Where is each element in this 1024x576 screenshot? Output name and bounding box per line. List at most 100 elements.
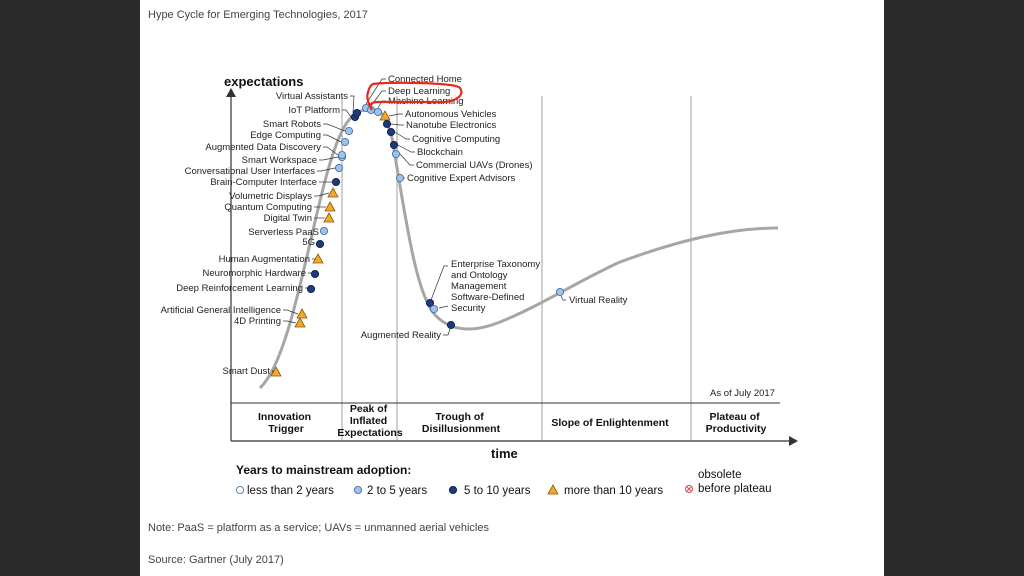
legend-label-more-than-10-years: more than 10 years	[564, 485, 663, 497]
label-blockchain: Blockchain	[417, 147, 463, 158]
obsolete-icon	[684, 484, 694, 494]
marker-serverless-paas	[319, 226, 329, 236]
hype-cycle-figure: Hype Cycle for Emerging Technologies, 20…	[148, 9, 798, 566]
leader-iot-platform	[342, 109, 352, 118]
marker-edge-computing	[340, 137, 350, 147]
legend-marker-5-to-10-years	[448, 485, 458, 495]
marker-autonomous-vehicles	[379, 110, 391, 121]
label-software-defined-security-line-1: Software-Defined	[451, 292, 524, 303]
marker-blockchain	[389, 140, 399, 150]
label-enterprise-taxonomy-and-ontology-management-line-2: and Ontology	[451, 270, 508, 281]
legend-marker-more-than-10-years	[547, 484, 559, 495]
marker-smart-robots	[344, 126, 354, 136]
hype-curve	[258, 108, 779, 390]
y-axis-arrow	[226, 88, 236, 97]
y-axis-label: expectations	[224, 74, 303, 89]
as-of-date: As of July 2017	[710, 388, 775, 399]
phase-slope: Slope of Enlightenment	[551, 417, 669, 429]
legend: less than 2 years 2 to 5 years 5 to 10 yea…	[235, 484, 663, 497]
label-smart-robots: Smart Robots	[263, 119, 321, 130]
label-virtual-assistants: Virtual Assistants	[276, 91, 348, 102]
leader-blockchain	[397, 144, 415, 153]
leader-autonomous-vehicles	[388, 113, 403, 117]
label-enterprise-taxonomy-and-ontology-management-line-3: Management	[451, 281, 507, 292]
marker-smart-dust	[270, 366, 282, 377]
leader-volumetric-displays	[314, 192, 330, 197]
label-edge-computing: Edge Computing	[250, 130, 321, 141]
marker-augmented-data-discovery	[337, 150, 347, 160]
marker-cognitive-expert-advisors	[395, 173, 405, 183]
leader-enterprise-taxonomy-and-ontology-management	[430, 265, 448, 301]
marker-virtual-assistants	[352, 108, 362, 118]
marker-quantum-computing	[324, 201, 336, 212]
leader-connected-home	[365, 78, 386, 105]
leader-smart-workspace	[319, 156, 339, 161]
source: Source: Gartner (July 2017)	[148, 554, 284, 566]
marker-commercial-uavs-drones	[391, 149, 401, 159]
label-software-defined-security-line-2: Security	[451, 303, 486, 314]
legend-label-2-to-5-years: 2 to 5 years	[367, 485, 427, 497]
marker-augmented-reality	[446, 320, 456, 330]
marker-conversational-user-interfaces	[334, 163, 344, 173]
label-serverless-paas: Serverless PaaS	[248, 227, 319, 238]
label-volumetric-displays: Volumetric Displays	[229, 191, 312, 202]
legend-label-5-to-10-years: 5 to 10 years	[464, 485, 531, 497]
marker-volumetric-displays	[327, 187, 339, 198]
leader-augmented-reality	[443, 328, 451, 336]
label-iot-platform: IoT Platform	[288, 105, 340, 116]
leader-software-defined-security	[438, 305, 449, 309]
marker-virtual-reality	[555, 287, 565, 297]
x-axis-arrow	[789, 436, 798, 446]
leader-deep-learning	[370, 90, 386, 107]
phase-labels: Innovation Trigger Peak of Inflated Expe…	[258, 403, 767, 439]
label-connected-home: Connected Home	[388, 74, 462, 85]
slide-page: Hype Cycle for Emerging Technologies, 20…	[140, 0, 884, 576]
label-augmented-data-discovery: Augmented Data Discovery	[205, 142, 321, 153]
marker-enterprise-taxonomy-and-ontology-management	[425, 298, 435, 308]
figure-title: Hype Cycle for Emerging Technologies, 20…	[148, 9, 368, 21]
label-4d-printing: 4D Printing	[234, 316, 281, 327]
label-deep-learning: Deep Learning	[388, 86, 450, 97]
phase-plateau: Plateau of Productivity	[706, 411, 767, 435]
phase-peak: Peak of Inflated Expectations	[337, 403, 403, 439]
marker-neuromorphic-hardware	[310, 269, 320, 279]
label-neuromorphic-hardware: Neuromorphic Hardware	[203, 268, 306, 279]
leader-artificial-general-intelligence	[283, 309, 299, 315]
x-axis-label: time	[491, 446, 518, 461]
label-smart-workspace: Smart Workspace	[242, 155, 317, 166]
legend-marker-less-than-2-years	[235, 485, 245, 495]
marker-human-augmentation	[312, 253, 324, 264]
phase-trough: Trough of Disillusionment	[422, 411, 501, 435]
label-autonomous-vehicles: Autonomous Vehicles	[405, 109, 497, 120]
leader-edge-computing	[323, 134, 342, 143]
label-digital-twin: Digital Twin	[264, 213, 312, 224]
leader-nanotube-electronics	[390, 123, 404, 126]
marker-brain-computer-interface	[331, 177, 341, 187]
leader-conversational-user-interfaces	[317, 167, 336, 172]
leader-4d-printing	[283, 320, 297, 324]
label-cognitive-expert-advisors: Cognitive Expert Advisors	[407, 173, 515, 184]
label-cognitive-computing: Cognitive Computing	[412, 134, 500, 145]
marker-software-defined-security	[429, 304, 439, 314]
marker-nanotube-electronics	[382, 119, 392, 129]
label-deep-reinforcement-learning: Deep Reinforcement Learning	[176, 283, 303, 294]
leader-cognitive-computing	[394, 131, 410, 140]
marker-cognitive-computing	[386, 127, 396, 137]
leader-virtual-assistants	[350, 95, 355, 114]
legend-label-less-than-2-years: less than 2 years	[247, 485, 334, 497]
legend-title: Years to mainstream adoption:	[236, 463, 411, 477]
label-augmented-reality: Augmented Reality	[361, 330, 442, 341]
leader-commercial-uavs-drones	[399, 153, 414, 166]
label-smart-dust: Smart Dust	[222, 366, 270, 377]
marker-digital-twin	[323, 212, 335, 223]
marker-deep-reinforcement-learning	[306, 284, 316, 294]
label-virtual-reality: Virtual Reality	[569, 295, 628, 306]
leader-smart-robots	[323, 123, 346, 132]
marker-artificial-general-intelligence	[296, 308, 308, 319]
marker-machine-learning	[373, 107, 383, 117]
deep-learning-highlight	[366, 81, 463, 111]
label-human-augmentation: Human Augmentation	[219, 254, 310, 265]
leader-virtual-reality	[560, 295, 566, 301]
label-conversational-user-interfaces: Conversational User Interfaces	[185, 166, 316, 177]
legend-obsolete-label: obsolete before plateau	[698, 469, 772, 495]
